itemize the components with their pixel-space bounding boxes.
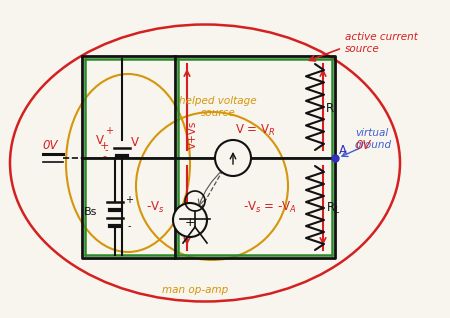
Text: active current
source: active current source: [345, 32, 418, 54]
Text: man op-amp: man op-amp: [162, 285, 228, 295]
Text: +: +: [125, 195, 133, 205]
Text: Bs: Bs: [84, 207, 97, 217]
Text: -V$_s$: -V$_s$: [146, 199, 164, 215]
Text: +: +: [184, 216, 195, 229]
Text: V = V$_R$: V = V$_R$: [235, 122, 275, 138]
Text: 0V: 0V: [42, 139, 58, 152]
Text: -V$_s$ = -V$_A$: -V$_s$ = -V$_A$: [243, 199, 297, 215]
Text: -: -: [102, 151, 106, 161]
Circle shape: [215, 140, 251, 176]
Text: V: V: [96, 134, 104, 147]
Text: V+Vs: V+Vs: [188, 121, 198, 149]
Text: 0V: 0V: [355, 139, 370, 152]
Text: V: V: [131, 135, 139, 149]
Circle shape: [173, 203, 207, 237]
Text: +: +: [105, 126, 113, 136]
Text: -: -: [127, 221, 131, 231]
Text: helped voltage
source: helped voltage source: [179, 96, 257, 118]
Text: +: +: [99, 141, 109, 151]
Text: R: R: [326, 101, 334, 114]
Text: -: -: [105, 145, 108, 155]
Text: virtual
ground: virtual ground: [355, 128, 392, 149]
Text: A: A: [339, 143, 347, 156]
Text: R$_L$: R$_L$: [326, 200, 340, 216]
